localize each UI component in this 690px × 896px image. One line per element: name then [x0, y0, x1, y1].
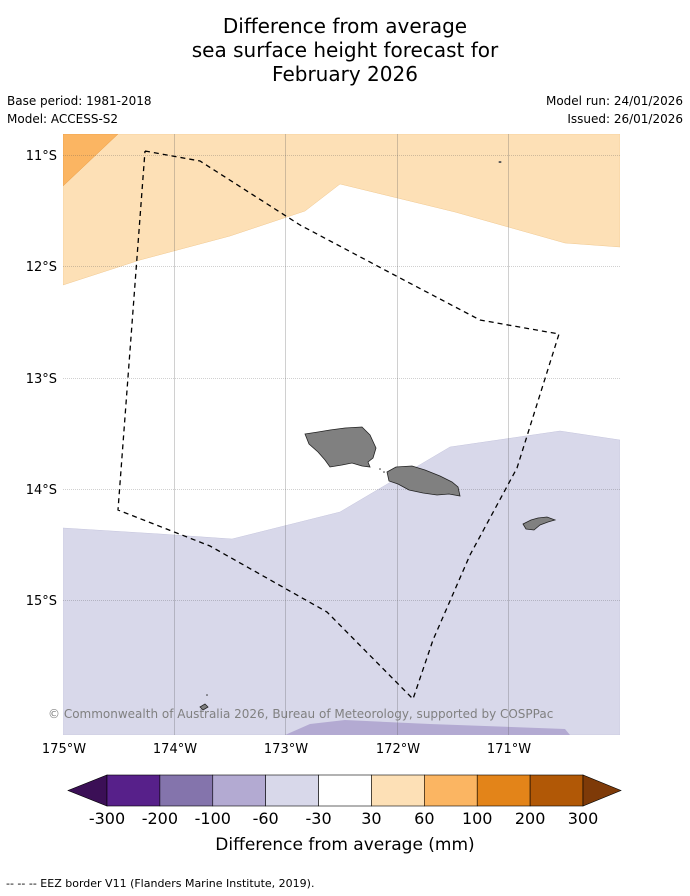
graticule — [63, 134, 620, 735]
model-name: Model: ACCESS-S2 — [7, 112, 119, 126]
colorbar-segment — [265, 774, 319, 807]
title-line-2: sea surface height forecast for — [191, 38, 499, 62]
islet — [206, 694, 208, 696]
colorbar-segment — [424, 774, 478, 807]
colorbar-tick-label: 300 — [568, 809, 599, 828]
colorbar-segment — [106, 774, 161, 807]
island-tutuila — [522, 516, 557, 531]
lat-label-12s: 12°S — [26, 260, 57, 275]
lat-label-14s: 14°S — [26, 483, 57, 498]
contour-fill-60-100 — [63, 134, 119, 187]
title-line-3: February 2026 — [272, 62, 418, 86]
colorbar-segment — [529, 774, 584, 807]
lon-label-173w: 173°W — [264, 742, 308, 757]
map: 11°S 12°S 13°S 14°S 15°S 175°W 174°W 173… — [26, 134, 620, 757]
title-line-1: Difference from average — [222, 14, 468, 38]
colorbar-segment — [476, 774, 531, 807]
islet — [383, 471, 385, 473]
lon-label-172w: 172°W — [376, 742, 420, 757]
eez-legend-note: -- -- -- EEZ border V11 (Flanders Marine… — [6, 877, 315, 890]
eez-border — [117, 150, 560, 701]
island-upolu — [386, 465, 461, 497]
colorbar-segment — [371, 774, 425, 807]
map-area — [63, 134, 620, 735]
colorbar-segment — [159, 774, 214, 807]
island-ofu-olosega — [199, 703, 209, 711]
lat-label-13s: 13°S — [26, 372, 57, 387]
lat-label-11s: 11°S — [26, 149, 57, 164]
colorbar-extension-low — [67, 774, 108, 807]
copyright-notice: © Commonwealth of Australia 2026, Bureau… — [48, 707, 553, 721]
base-period: Base period: 1981-2018 — [7, 94, 152, 108]
colorbar-extension-high — [582, 774, 622, 807]
colorbar-tick-label: 200 — [515, 809, 546, 828]
colorbar-tick-label: -300 — [89, 809, 125, 828]
island-swains — [498, 161, 502, 163]
issued-date: Issued: 26/01/2026 — [567, 112, 683, 126]
colorbar-tick-label: -30 — [305, 809, 331, 828]
lon-label-171w: 171°W — [487, 742, 531, 757]
colorbar-tick-label: 30 — [361, 809, 381, 828]
colorbar-segment — [318, 774, 372, 807]
lon-label-175w: 175°W — [42, 742, 86, 757]
chart-title: Difference from average sea surface heig… — [0, 14, 690, 86]
colorbar-tick-label: 60 — [414, 809, 434, 828]
contour-fill-minus30-minus60 — [63, 430, 620, 735]
contour-fill-minus60-minus100 — [285, 720, 570, 735]
island-savaii — [304, 426, 377, 468]
colorbar-tick-label: -60 — [253, 809, 279, 828]
colorbar-tick-label: -200 — [142, 809, 178, 828]
model-run: Model run: 24/01/2026 — [545, 94, 683, 108]
contour-fill-30-60 — [63, 134, 620, 286]
colorbar-segment — [212, 774, 266, 807]
colorbar-tick-label: -100 — [195, 809, 231, 828]
lat-label-15s: 15°S — [26, 594, 57, 609]
islet — [379, 468, 381, 470]
colorbar-label: Difference from average (mm) — [215, 835, 474, 855]
colorbar-tick-label: 100 — [462, 809, 493, 828]
lon-label-174w: 174°W — [153, 742, 197, 757]
